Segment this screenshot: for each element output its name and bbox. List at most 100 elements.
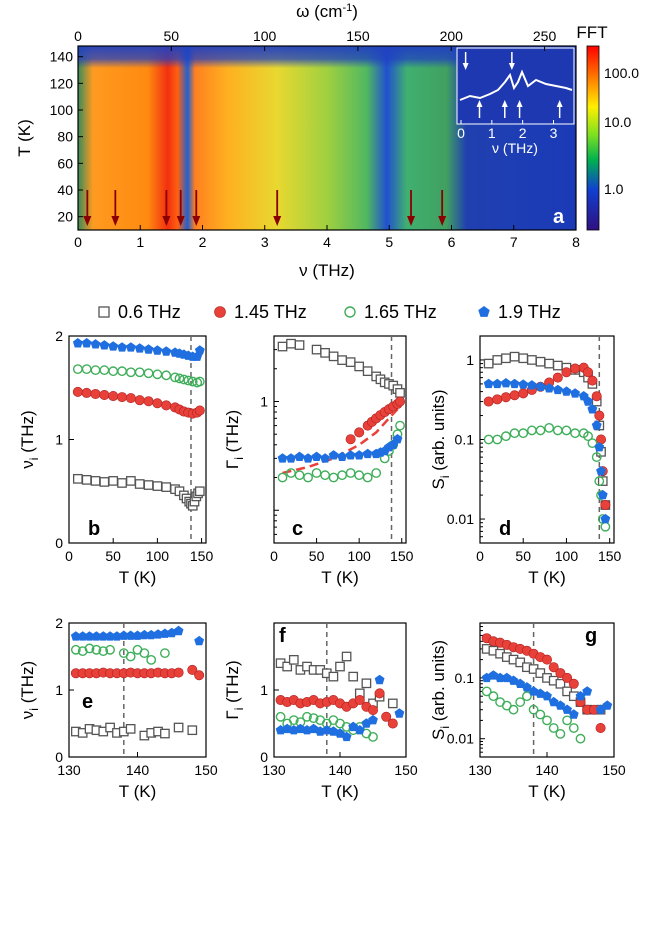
- data-point: [362, 472, 373, 483]
- data-point: [570, 388, 580, 398]
- series-3: [72, 338, 205, 361]
- panel-g: 130 140 150 0.01 0.1 g T (K) Si (arb. units): [429, 622, 626, 801]
- data-point: [160, 728, 170, 739]
- data-point: [286, 453, 296, 463]
- heatmap-axes: 0 1 2 3 4 5 6 7 80 50 100 150 200 2502040608010012014…: [50, 28, 580, 250]
- data-point: [187, 376, 198, 387]
- x-tick-label: 150: [602, 762, 626, 778]
- data-point: [600, 521, 611, 532]
- data-point: [583, 367, 594, 378]
- data-point: [600, 513, 611, 524]
- data-point: [518, 388, 529, 399]
- data-point: [518, 353, 529, 364]
- data-point: [354, 470, 365, 481]
- data-point: [395, 420, 405, 431]
- phonon-arrow-head: [192, 216, 201, 226]
- data-point: [522, 691, 532, 702]
- data-point: [328, 472, 339, 483]
- x-tick-label: 2: [199, 234, 207, 250]
- data-point: [328, 351, 339, 362]
- y-tick-label: 1: [260, 682, 268, 698]
- x2-tick-label: 250: [533, 28, 557, 44]
- data-point: [275, 711, 286, 722]
- series-3: [481, 670, 613, 719]
- data-point: [170, 372, 180, 383]
- data-point: [194, 670, 205, 681]
- series-3: [275, 674, 405, 742]
- data-point: [544, 422, 555, 433]
- data-point: [591, 452, 602, 463]
- data-point: [345, 434, 356, 445]
- data-point: [602, 700, 613, 710]
- data-point: [72, 473, 83, 484]
- data-point: [374, 674, 385, 685]
- y-axis-label: Γi (THz): [223, 410, 246, 469]
- data-point: [143, 396, 154, 407]
- x-tick-label: 130: [57, 762, 81, 778]
- data-point: [183, 375, 194, 386]
- x-tick-label: 140: [328, 762, 352, 778]
- series-3: [483, 378, 611, 524]
- series-1: [72, 386, 205, 419]
- data-point: [132, 630, 143, 640]
- data-point: [125, 393, 136, 404]
- series-0: [275, 651, 398, 709]
- data-point: [91, 644, 102, 655]
- inset-axis: 0 1 2 3: [457, 120, 558, 141]
- data-point: [159, 648, 170, 659]
- data-point: [337, 451, 348, 461]
- data-point: [125, 342, 136, 352]
- data-point: [392, 434, 403, 444]
- x-tick-label: 0: [476, 548, 484, 564]
- data-point: [518, 379, 529, 389]
- data-point: [146, 629, 157, 640]
- y-axis-label: νi (THz): [18, 661, 41, 719]
- legend-entry: 0.6 THz: [98, 302, 181, 322]
- x-tick-label: 150: [190, 548, 214, 564]
- data-point: [535, 381, 546, 391]
- data-point: [311, 451, 322, 461]
- data-point: [81, 338, 92, 348]
- data-point: [501, 353, 511, 364]
- data-point: [143, 480, 154, 490]
- series-3: [277, 434, 403, 463]
- phonon-arrow-head: [407, 216, 416, 226]
- data-point: [368, 714, 378, 725]
- y-tick-label: 100: [50, 102, 74, 118]
- x-tick-label: 130: [468, 762, 492, 778]
- y-axis-label: νi (THz): [18, 410, 41, 468]
- x-tick-label: 130: [262, 762, 286, 778]
- data-point: [125, 651, 136, 662]
- data-point: [90, 365, 101, 376]
- legend-entry: 1.65 THz: [344, 302, 437, 322]
- data-point: [582, 686, 593, 696]
- data-point: [294, 340, 305, 350]
- x-axis-label: T (K): [119, 568, 156, 587]
- data-point: [542, 715, 552, 726]
- data-point: [495, 672, 505, 683]
- series-1: [275, 688, 398, 729]
- data-point: [492, 378, 503, 389]
- inset-xlabel: ν (THz): [492, 140, 538, 156]
- data-point: [552, 384, 563, 395]
- data-point: [311, 468, 322, 478]
- data-point: [508, 704, 519, 715]
- data-point: [108, 391, 119, 402]
- y-tick-label: 2: [55, 615, 63, 631]
- phonon-arrow-head: [162, 216, 171, 226]
- panel-label: c: [292, 518, 303, 540]
- data-point: [99, 477, 110, 487]
- y-axis-label: Si (arb. units): [429, 390, 452, 490]
- series-0: [72, 473, 205, 511]
- data-point: [125, 367, 136, 378]
- data-point: [387, 698, 398, 709]
- heatmap-xlabel: ν (THz): [299, 261, 355, 280]
- data-point: [160, 628, 170, 638]
- data-point: [328, 450, 339, 460]
- data-point: [72, 386, 83, 397]
- data-point: [354, 695, 365, 706]
- series-2: [483, 422, 611, 532]
- data-point: [320, 347, 330, 358]
